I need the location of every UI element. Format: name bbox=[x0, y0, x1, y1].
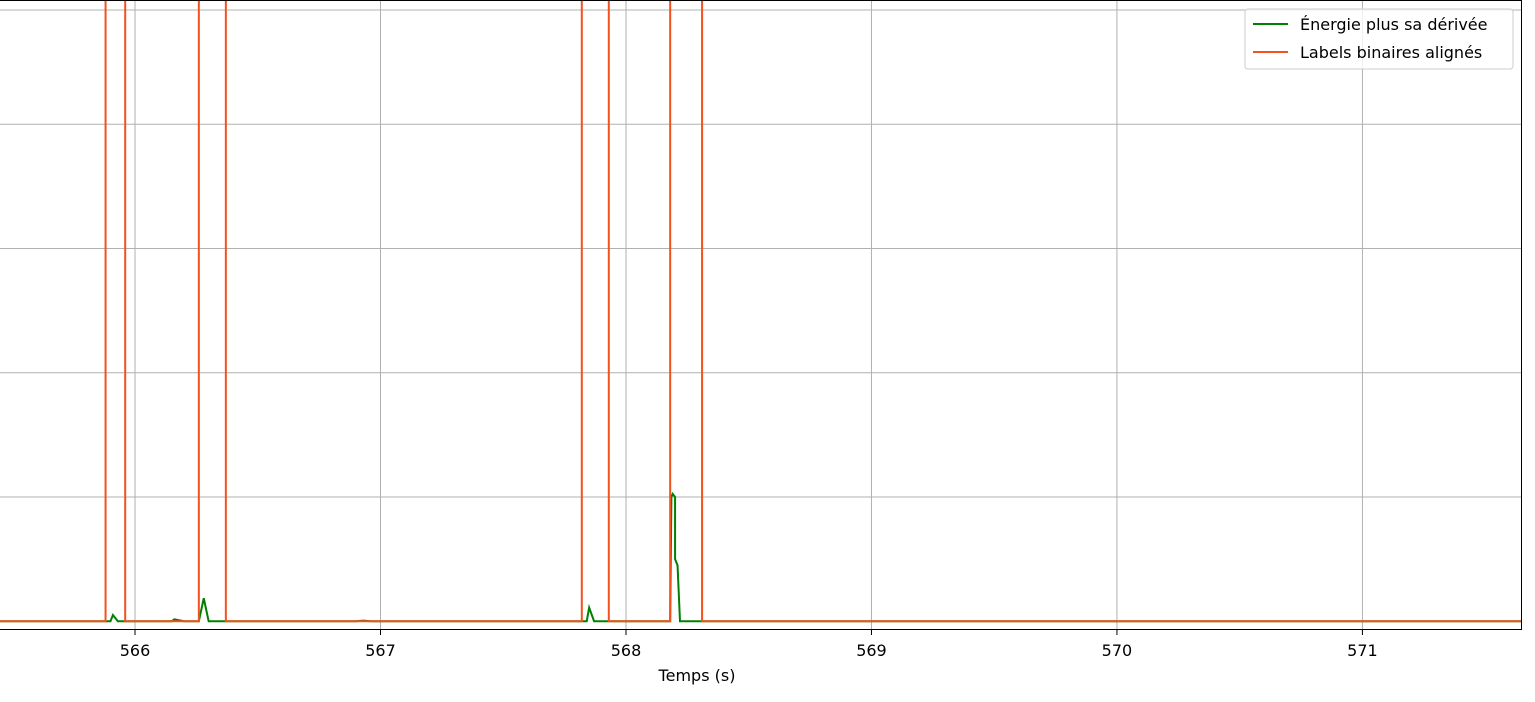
plot-background bbox=[0, 0, 1522, 629]
x-tick-label: 566 bbox=[120, 641, 151, 660]
x-tick-label: 571 bbox=[1347, 641, 1378, 660]
legend: Énergie plus sa dérivée Labels binaires … bbox=[1244, 8, 1514, 70]
series-layer bbox=[0, 0, 1522, 623]
x-tick-label: 569 bbox=[856, 641, 887, 660]
x-tick-label: 567 bbox=[365, 641, 396, 660]
x-tick-label: 568 bbox=[611, 641, 642, 660]
x-ticks: 566 567 568 569 570 571 bbox=[120, 629, 1378, 660]
x-axis-label: Temps (s) bbox=[658, 666, 736, 685]
x-tick-label: 570 bbox=[1102, 641, 1133, 660]
grid bbox=[0, 0, 1522, 629]
legend-label-labels: Labels binaires alignés bbox=[1300, 43, 1482, 62]
legend-label-energie: Énergie plus sa dérivée bbox=[1300, 15, 1488, 34]
series-line-labels bbox=[0, 0, 1522, 623]
legend-box bbox=[1244, 8, 1514, 70]
axes bbox=[0, 0, 1522, 630]
